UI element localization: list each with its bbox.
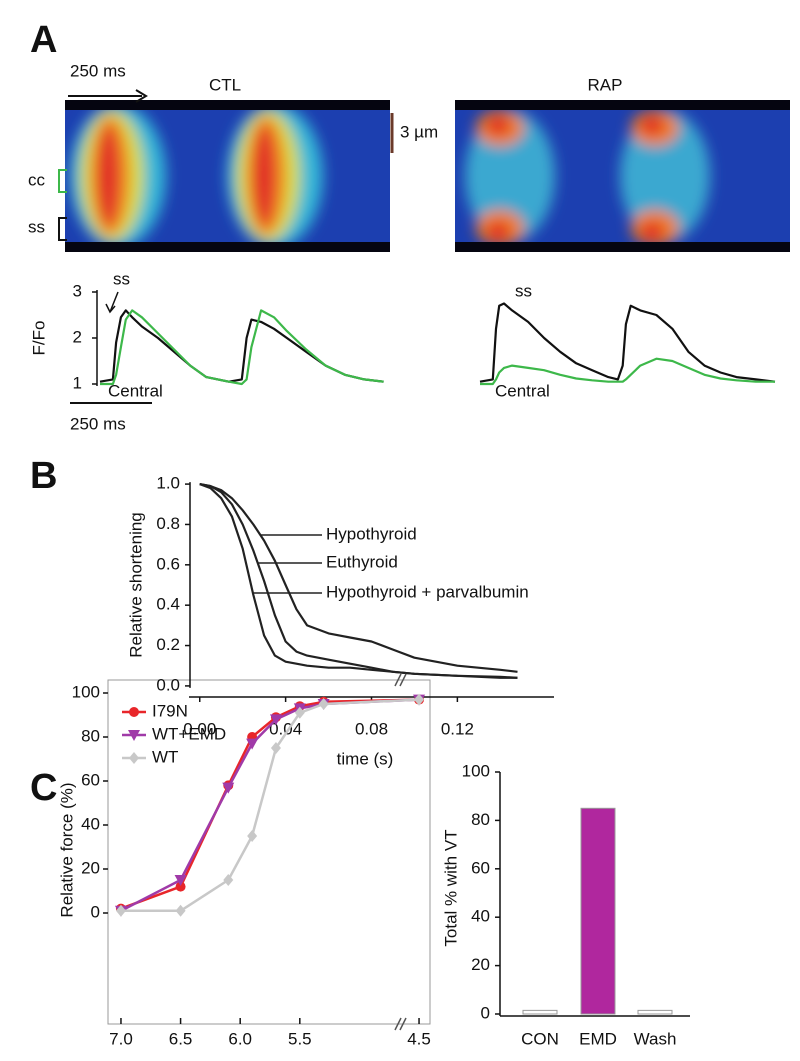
annotation: cc (28, 170, 46, 189)
x-tick-label: 5.5 (288, 1029, 312, 1048)
legend-label: I79N (152, 701, 188, 720)
y-tick-label: 60 (471, 858, 490, 877)
y-tick-label: 100 (462, 761, 490, 780)
linescan-rap (455, 100, 790, 252)
bar (522, 1009, 558, 1015)
panel-label: C (30, 767, 57, 809)
linescan-ctl (65, 100, 390, 252)
marker (175, 904, 186, 917)
series-label: Euthyroid (326, 552, 398, 571)
y-tick-label: 0 (481, 1003, 490, 1022)
annotation: 250 ms (70, 61, 126, 80)
y-tick-label: 0.4 (156, 595, 180, 614)
y-tick-label: 80 (81, 726, 100, 745)
y-tick-label: 1.0 (156, 474, 180, 493)
x-tick-label: 4.5 (407, 1029, 431, 1048)
marker (223, 874, 234, 886)
series-line (479, 302, 776, 383)
x-tick-label: Wash (634, 1029, 677, 1048)
annotation: 3 µm (400, 122, 438, 141)
y-tick-label: 80 (471, 810, 490, 829)
annotation: 250 ms (70, 414, 126, 433)
x-tick-label: CON (521, 1029, 559, 1048)
marker (414, 693, 425, 706)
legend-marker (128, 730, 140, 741)
series-label: Central (108, 381, 163, 400)
legend-label: WT+EMD (152, 724, 226, 743)
marker (174, 875, 187, 886)
x-tick-label: 0.00 (183, 719, 216, 738)
marker (269, 714, 282, 726)
y-tick-label: 3 (73, 281, 82, 300)
series-line (199, 483, 518, 673)
chart-title: CTL (209, 75, 241, 94)
x-tick-label: 6.5 (169, 1029, 193, 1048)
y-axis-label: Total % with VT (441, 829, 460, 946)
x-axis-label: time (s) (337, 749, 394, 768)
y-tick-label: 20 (81, 858, 100, 877)
y-axis-label: F/Fo (29, 321, 48, 356)
axis-break (394, 673, 407, 1031)
y-tick-label: 0.0 (156, 675, 180, 694)
marker (222, 782, 235, 794)
series-line (480, 357, 775, 386)
y-axis-label: Relative shortening (126, 512, 145, 658)
bar (637, 1009, 673, 1015)
x-tick-label: EMD (579, 1029, 617, 1048)
y-tick-label: 40 (471, 907, 490, 926)
decor (58, 89, 431, 1025)
x-tick-label: 0.08 (355, 719, 388, 738)
y-tick-label: 40 (81, 814, 100, 833)
series-label: ss (113, 269, 130, 288)
y-tick-label: 20 (471, 955, 490, 974)
panel-label: B (30, 455, 57, 497)
series-line (199, 483, 518, 679)
y-tick-label: 1 (73, 373, 82, 392)
y-axis-label: Relative force (%) (57, 782, 76, 917)
y-tick-label: 0.2 (156, 635, 180, 654)
panel-label: A (30, 19, 57, 61)
bar (580, 807, 616, 1015)
legend-label: WT (152, 747, 178, 766)
series-label: Hypothyroid + parvalbumin (326, 582, 529, 601)
marker (247, 830, 258, 842)
series-label: Hypothyroid (326, 524, 417, 543)
y-tick-label: 100 (72, 682, 100, 701)
marker (115, 904, 126, 917)
legend-marker (129, 752, 139, 764)
chart-title: RAP (588, 75, 623, 94)
series-line (99, 309, 384, 383)
y-tick-label: 0.6 (156, 554, 180, 573)
x-tick-label: 6.0 (228, 1029, 252, 1048)
y-tick-label: 60 (81, 770, 100, 789)
annotation: ss (28, 217, 45, 236)
pointer-arrow (105, 291, 119, 314)
marker (246, 738, 259, 750)
marker (270, 742, 281, 754)
series-line (199, 483, 518, 679)
marker (175, 881, 186, 892)
y-tick-label: 0 (91, 902, 100, 921)
x-tick-label: 0.12 (441, 719, 474, 738)
series-label: Central (495, 381, 550, 400)
marker (318, 698, 329, 710)
x-tick-label: 0.04 (269, 719, 302, 738)
series-label: ss (515, 281, 532, 300)
marker (294, 706, 305, 719)
legend-marker (129, 707, 139, 717)
y-tick-label: 2 (73, 327, 82, 346)
x-tick-label: 7.0 (109, 1029, 133, 1048)
y-tick-label: 0.8 (156, 514, 180, 533)
series-line (100, 309, 384, 386)
series-line (121, 698, 420, 913)
